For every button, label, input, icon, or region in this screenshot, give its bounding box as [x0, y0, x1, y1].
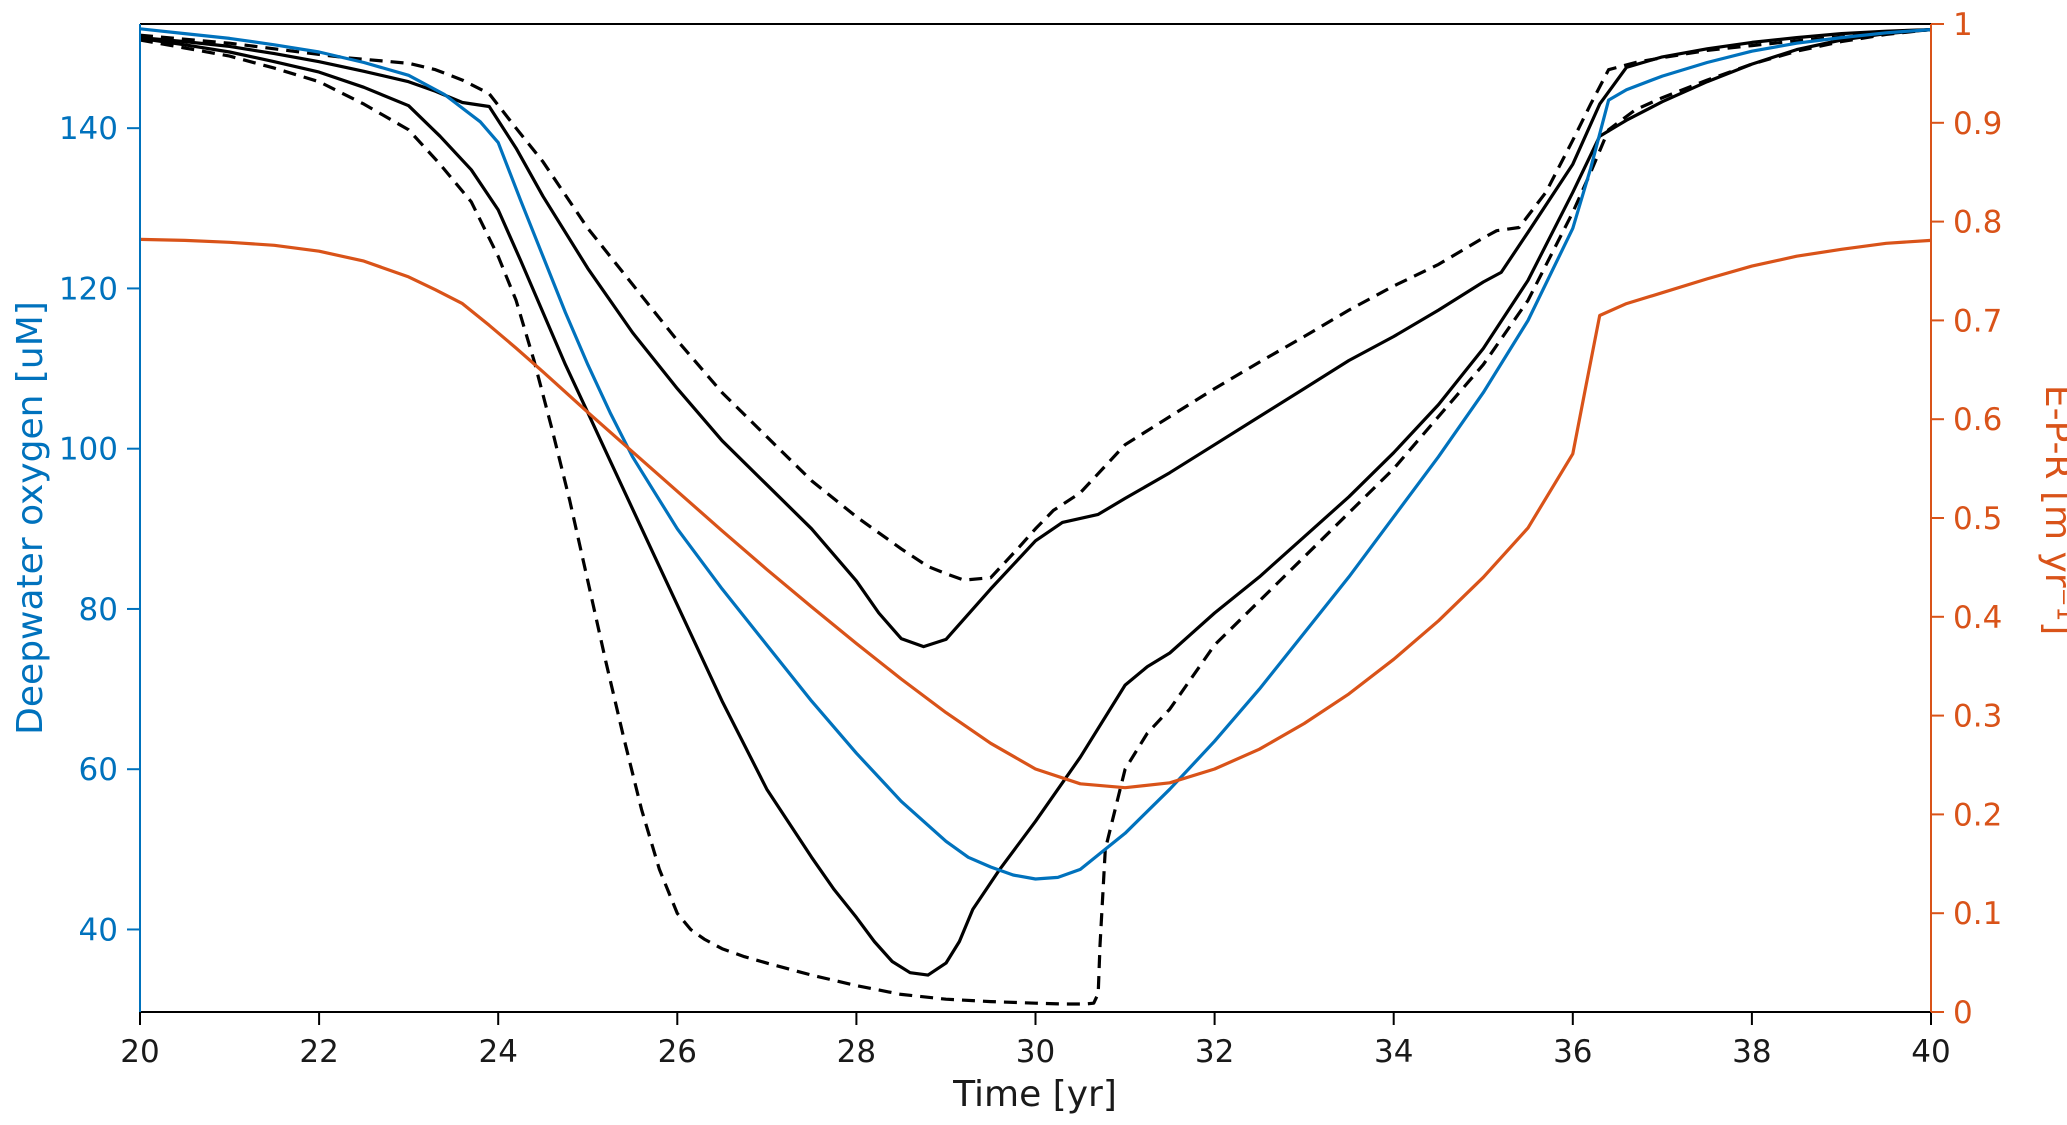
right-y-axis-ticks: 0 0.1 0.2 0.3 0.4 0.5 0.6 0.7 0.8 0.9 1 [1931, 7, 2002, 1031]
x-tick-label: 30 [1016, 1034, 1055, 1070]
series-evaporation-precipitation-runoff [140, 237, 1931, 790]
x-tick-label: 22 [299, 1034, 338, 1070]
series-oxygen-lower-solid [140, 28, 1931, 977]
right-y-tick-label: 0.5 [1953, 501, 2002, 537]
y-axis-label-left: Deepwater oxygen [uM] [10, 301, 51, 735]
x-tick-label: 38 [1732, 1034, 1771, 1070]
right-y-tick-label: 0.1 [1953, 896, 2002, 932]
left-y-tick-label: 40 [79, 912, 118, 948]
axes-frame [139, 23, 1932, 1013]
series-oxygen-upper-solid [140, 28, 1931, 649]
left-y-tick-label: 120 [59, 271, 118, 307]
series-oxygen-lower-dashed [140, 28, 1931, 1006]
left-y-tick-label: 80 [79, 592, 118, 628]
x-tick-label: 28 [837, 1034, 876, 1070]
series-group [140, 27, 1931, 1006]
x-tick-label: 40 [1911, 1034, 1950, 1070]
right-y-tick-label: 0.8 [1953, 205, 2002, 241]
x-tick-label: 32 [1195, 1034, 1234, 1070]
right-y-tick-label: 0 [1953, 995, 1973, 1031]
left-y-tick-label: 60 [79, 752, 118, 788]
right-y-tick-label: 0.6 [1953, 402, 2002, 438]
right-y-tick-label: 0.4 [1953, 600, 2002, 636]
left-y-tick-label: 100 [59, 432, 118, 468]
left-y-tick-label: 140 [59, 111, 118, 147]
right-y-tick-label: 0.7 [1953, 303, 2002, 339]
series-deepwater-oxygen-mean [140, 27, 1931, 881]
y-axis-label-right: E-P-R [m yr⁻¹] [2037, 385, 2067, 635]
right-y-tick-label: 0.9 [1953, 106, 2002, 142]
left-y-axis-ticks: 40 60 80 100 120 140 [59, 111, 140, 948]
x-tick-label: 20 [120, 1034, 159, 1070]
series-oxygen-upper-dashed [140, 28, 1931, 582]
right-y-tick-label: 0.2 [1953, 797, 2002, 833]
right-y-tick-label: 1 [1953, 7, 1973, 43]
x-tick-label: 34 [1374, 1034, 1413, 1070]
x-axis-ticks: 20 22 24 26 28 30 32 34 36 38 40 [120, 1012, 1951, 1070]
x-axis-label: Time [yr] [952, 1074, 1117, 1115]
x-tick-label: 36 [1553, 1034, 1592, 1070]
plot-layers: 20 22 24 26 28 30 32 34 36 38 40 40 60 80 100 120 140 0 0.… [59, 7, 2002, 1070]
x-tick-label: 26 [658, 1034, 697, 1070]
x-tick-label: 24 [478, 1034, 517, 1070]
right-y-tick-label: 0.3 [1953, 699, 2002, 735]
